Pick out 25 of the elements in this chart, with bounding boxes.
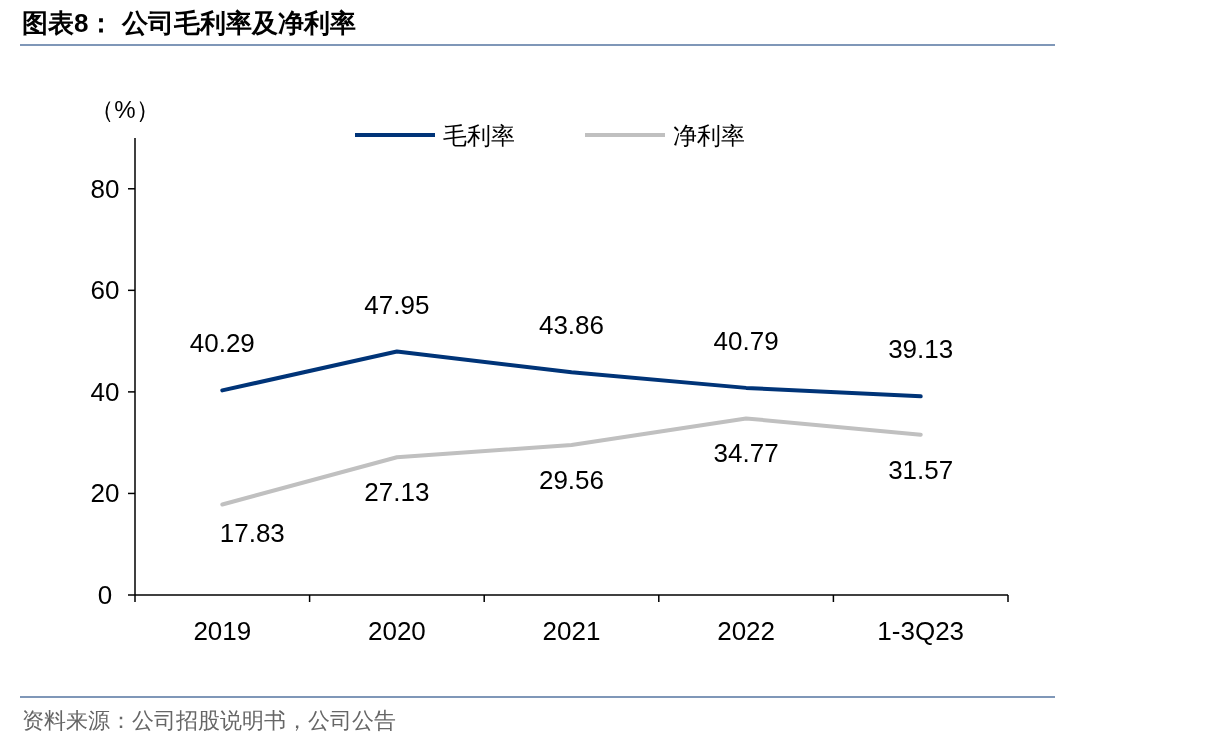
x-tick-label: 1-3Q23 xyxy=(877,616,965,646)
data-label: 27.13 xyxy=(364,477,430,508)
data-label: 40.29 xyxy=(189,328,255,359)
chart-title: 图表8： 公司毛利率及净利率 xyxy=(22,8,356,38)
data-label: 47.95 xyxy=(364,289,430,320)
y-tick-label: 80 xyxy=(90,173,120,204)
y-tick-label: 0 xyxy=(97,580,113,610)
data-label: 39.13 xyxy=(888,334,954,365)
x-tick-label: 2020 xyxy=(367,616,426,646)
data-label: 31.57 xyxy=(888,454,954,485)
x-tick-label: 2022 xyxy=(717,616,776,646)
x-tick-label: 2019 xyxy=(193,616,252,646)
legend-label: 净利率 xyxy=(673,122,745,149)
x-tick-label: 2021 xyxy=(542,616,601,646)
y-tick-label: 20 xyxy=(90,478,120,509)
text: 资料来源：公司招股说明书，公司公告 xyxy=(22,708,396,733)
data-label: 34.77 xyxy=(713,438,779,469)
y-tick-label: 40 xyxy=(90,376,120,407)
data-label: 29.56 xyxy=(538,464,605,495)
legend-label: 毛利率 xyxy=(443,122,515,149)
y-axis-title: （%） xyxy=(90,96,160,123)
data-label: 40.79 xyxy=(713,325,779,356)
data-label: 43.86 xyxy=(538,310,605,341)
data-label: 17.83 xyxy=(219,518,285,549)
y-tick-label: 60 xyxy=(90,275,120,306)
